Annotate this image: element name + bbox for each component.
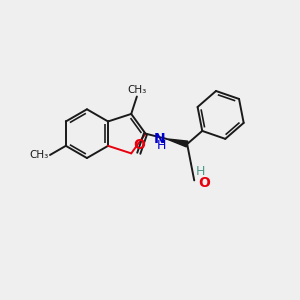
Text: H: H (196, 165, 205, 178)
Text: CH₃: CH₃ (29, 150, 49, 160)
Text: O: O (199, 176, 211, 190)
Polygon shape (167, 139, 188, 147)
Text: O: O (134, 138, 145, 152)
Text: N: N (154, 132, 166, 146)
Text: CH₃: CH₃ (127, 85, 146, 95)
Text: H: H (156, 139, 166, 152)
